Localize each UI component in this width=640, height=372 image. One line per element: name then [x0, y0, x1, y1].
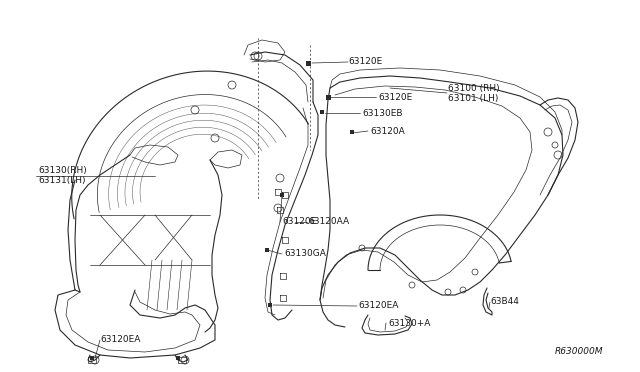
- Text: 63120E: 63120E: [378, 93, 412, 102]
- Text: 63120A: 63120A: [370, 126, 404, 135]
- Text: 63120EA: 63120EA: [358, 301, 398, 311]
- Text: 63100 (RH): 63100 (RH): [448, 83, 500, 93]
- Bar: [350, 130, 354, 134]
- Text: 63130EB: 63130EB: [362, 109, 403, 118]
- Text: 63120AA: 63120AA: [308, 218, 349, 227]
- Text: 63131(LH): 63131(LH): [38, 176, 86, 186]
- Text: 63101 (LH): 63101 (LH): [448, 93, 499, 103]
- Bar: [320, 110, 324, 114]
- Text: 63130(RH): 63130(RH): [38, 167, 87, 176]
- Text: 63130+A: 63130+A: [388, 318, 430, 327]
- Bar: [326, 94, 330, 99]
- Bar: [280, 193, 284, 197]
- Text: 63B44: 63B44: [490, 298, 519, 307]
- Text: 63120EA: 63120EA: [100, 336, 140, 344]
- Text: 63120E: 63120E: [348, 58, 382, 67]
- Bar: [265, 248, 269, 252]
- Bar: [90, 356, 94, 360]
- Text: 63130GA: 63130GA: [284, 250, 326, 259]
- Text: 63120E: 63120E: [282, 218, 316, 227]
- Bar: [176, 356, 180, 360]
- Bar: [305, 61, 310, 65]
- Bar: [268, 303, 272, 307]
- Text: R630000M: R630000M: [555, 347, 604, 356]
